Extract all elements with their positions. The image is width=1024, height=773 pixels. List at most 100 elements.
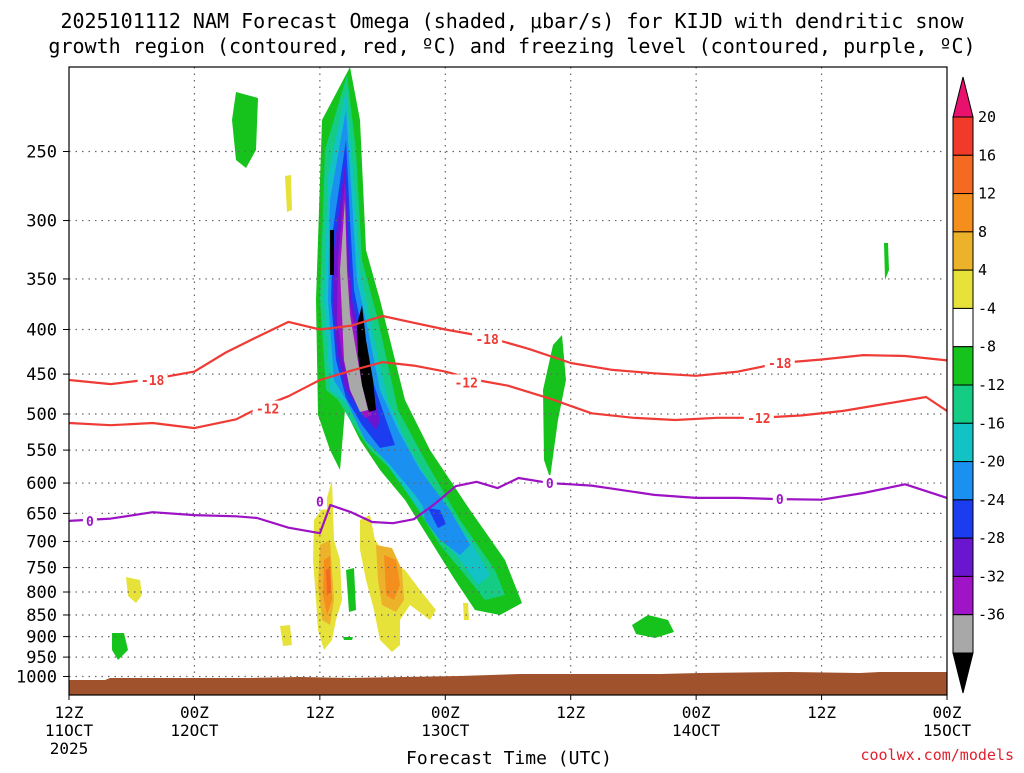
y-tick-label: 550 <box>26 441 57 461</box>
x-tick-label: 12Z <box>55 703 84 722</box>
x-tick-label: 12Z <box>556 703 585 722</box>
x-tick-label: 11OCT <box>45 721 94 740</box>
contour-label: -18 <box>141 374 165 389</box>
colorbar-label: -24 <box>978 491 1005 509</box>
contour-label-bg <box>542 475 557 492</box>
y-tick-label: 500 <box>26 405 57 425</box>
omega-pos-cell-lower <box>280 625 292 646</box>
contour-label-bg <box>764 355 795 372</box>
y-tick-label: 950 <box>26 648 57 668</box>
grid-lines <box>69 67 947 695</box>
ground-layer <box>69 672 947 695</box>
colorbar: 20 16 12 8 4 -4 -8 -12 -16 -20 -24 -28 -32 -36 <box>952 76 1005 694</box>
y-tick-label: 1000 <box>16 668 57 688</box>
y-tick-label: 350 <box>26 270 57 290</box>
colorbar-swatch <box>952 614 974 654</box>
chart-title-line-2: growth region (contoured, red, ºC) and f… <box>48 34 975 58</box>
colorbar-bottom-arrow <box>952 652 974 694</box>
omega-band-minus36 <box>357 305 376 412</box>
omega-pos-band-8to12-b <box>384 555 400 600</box>
colorbar-swatch <box>952 384 974 424</box>
omega-pos-cell-mid <box>463 603 469 620</box>
colorbar-label: -8 <box>978 338 996 356</box>
x-tick-label: 14OCT <box>672 721 721 740</box>
contour-label: 0 <box>316 496 324 511</box>
colorbar-label: -16 <box>978 414 1005 432</box>
contour-label-bg <box>137 371 168 388</box>
x-tick-label: 12OCT <box>170 721 219 740</box>
colorbar-label: 16 <box>978 146 996 164</box>
x-tick-label: 15OCT <box>923 721 972 740</box>
colorbar-label: 4 <box>978 261 987 279</box>
contour-label-bg <box>472 330 503 347</box>
colorbar-swatch <box>952 346 974 386</box>
y-tick-label: 300 <box>26 212 57 232</box>
omega-pos-band-12to16-a <box>326 568 331 596</box>
omega-cell-low-mid <box>346 568 356 612</box>
contour-label: -12 <box>454 376 477 391</box>
omega-core-lower-inner <box>428 508 446 528</box>
contour-lines: -18 -18 -18 -12 -12 -12 0 0 0 0 <box>69 314 947 535</box>
x-tick-label: 00Z <box>180 703 209 722</box>
colorbar-swatch <box>952 269 974 309</box>
contour-label-bg <box>743 409 774 426</box>
y-tick-label: 450 <box>26 365 57 385</box>
colorbar-swatch <box>952 461 974 501</box>
contour-label-bg <box>252 400 283 417</box>
colorbar-label: -36 <box>978 606 1005 624</box>
x-tick-label: 12Z <box>807 703 836 722</box>
colorbar-swatch <box>952 116 974 156</box>
contour-label-bg <box>82 512 97 529</box>
colorbar-label: -20 <box>978 453 1005 471</box>
omega-pos-cell-upper <box>285 175 292 212</box>
x-tick-label: 13OCT <box>421 721 470 740</box>
colorbar-label: -28 <box>978 529 1005 547</box>
colorbar-swatch <box>952 422 974 463</box>
omega-shading <box>112 67 889 660</box>
colorbar-top-arrow <box>952 76 974 118</box>
credit-text: coolwx.com/models <box>860 746 1014 764</box>
contour-label: 0 <box>86 515 94 530</box>
chart-title-line-1: 2025101112 NAM Forecast Omega (shaded, μ… <box>60 9 964 33</box>
y-tick-label: 800 <box>26 583 57 603</box>
y-tick-label: 650 <box>26 504 57 524</box>
y-tick-label: 600 <box>26 474 57 494</box>
x-tick-label: 00Z <box>431 703 460 722</box>
colorbar-swatch <box>952 307 974 348</box>
y-axis: 2503003504004505005506006507007508008509… <box>16 143 69 688</box>
colorbar-swatch <box>952 499 974 539</box>
colorbar-swatch <box>952 575 974 616</box>
colorbar-label: -12 <box>978 376 1005 394</box>
contour-label-bg <box>451 374 482 391</box>
x-tick-label: 12Z <box>305 703 334 722</box>
plot-frame <box>68 66 948 696</box>
colorbar-swatch <box>952 193 974 233</box>
contour-label: 0 <box>776 493 784 508</box>
colorbar-swatch <box>952 231 974 271</box>
omega-cell-upper-left <box>232 92 258 168</box>
contour-label: -18 <box>475 333 499 348</box>
contour-label: -12 <box>747 412 770 427</box>
contour-label-bg <box>772 491 787 508</box>
omega-pos-cell-left <box>126 577 142 603</box>
y-tick-label: 750 <box>26 559 57 579</box>
colorbar-label: 12 <box>978 185 996 203</box>
colorbar-label: -32 <box>978 567 1005 585</box>
omega-band-minus36-b <box>330 230 334 275</box>
omega-cell-48h <box>543 335 566 478</box>
contour-label: 0 <box>546 477 554 492</box>
y-tick-label: 850 <box>26 606 57 626</box>
colorbar-label: 8 <box>978 223 987 241</box>
contour-label-bg <box>312 493 327 510</box>
colorbar-label: -4 <box>978 299 996 317</box>
contour-label: -12 <box>256 403 279 418</box>
omega-cell-tiny <box>343 637 353 640</box>
omega-cell-right <box>884 243 889 280</box>
y-tick-label: 400 <box>26 321 57 341</box>
contour-freezing-level-0 <box>69 476 947 535</box>
colorbar-label: 20 <box>978 108 996 126</box>
x-tick-label: 00Z <box>682 703 711 722</box>
